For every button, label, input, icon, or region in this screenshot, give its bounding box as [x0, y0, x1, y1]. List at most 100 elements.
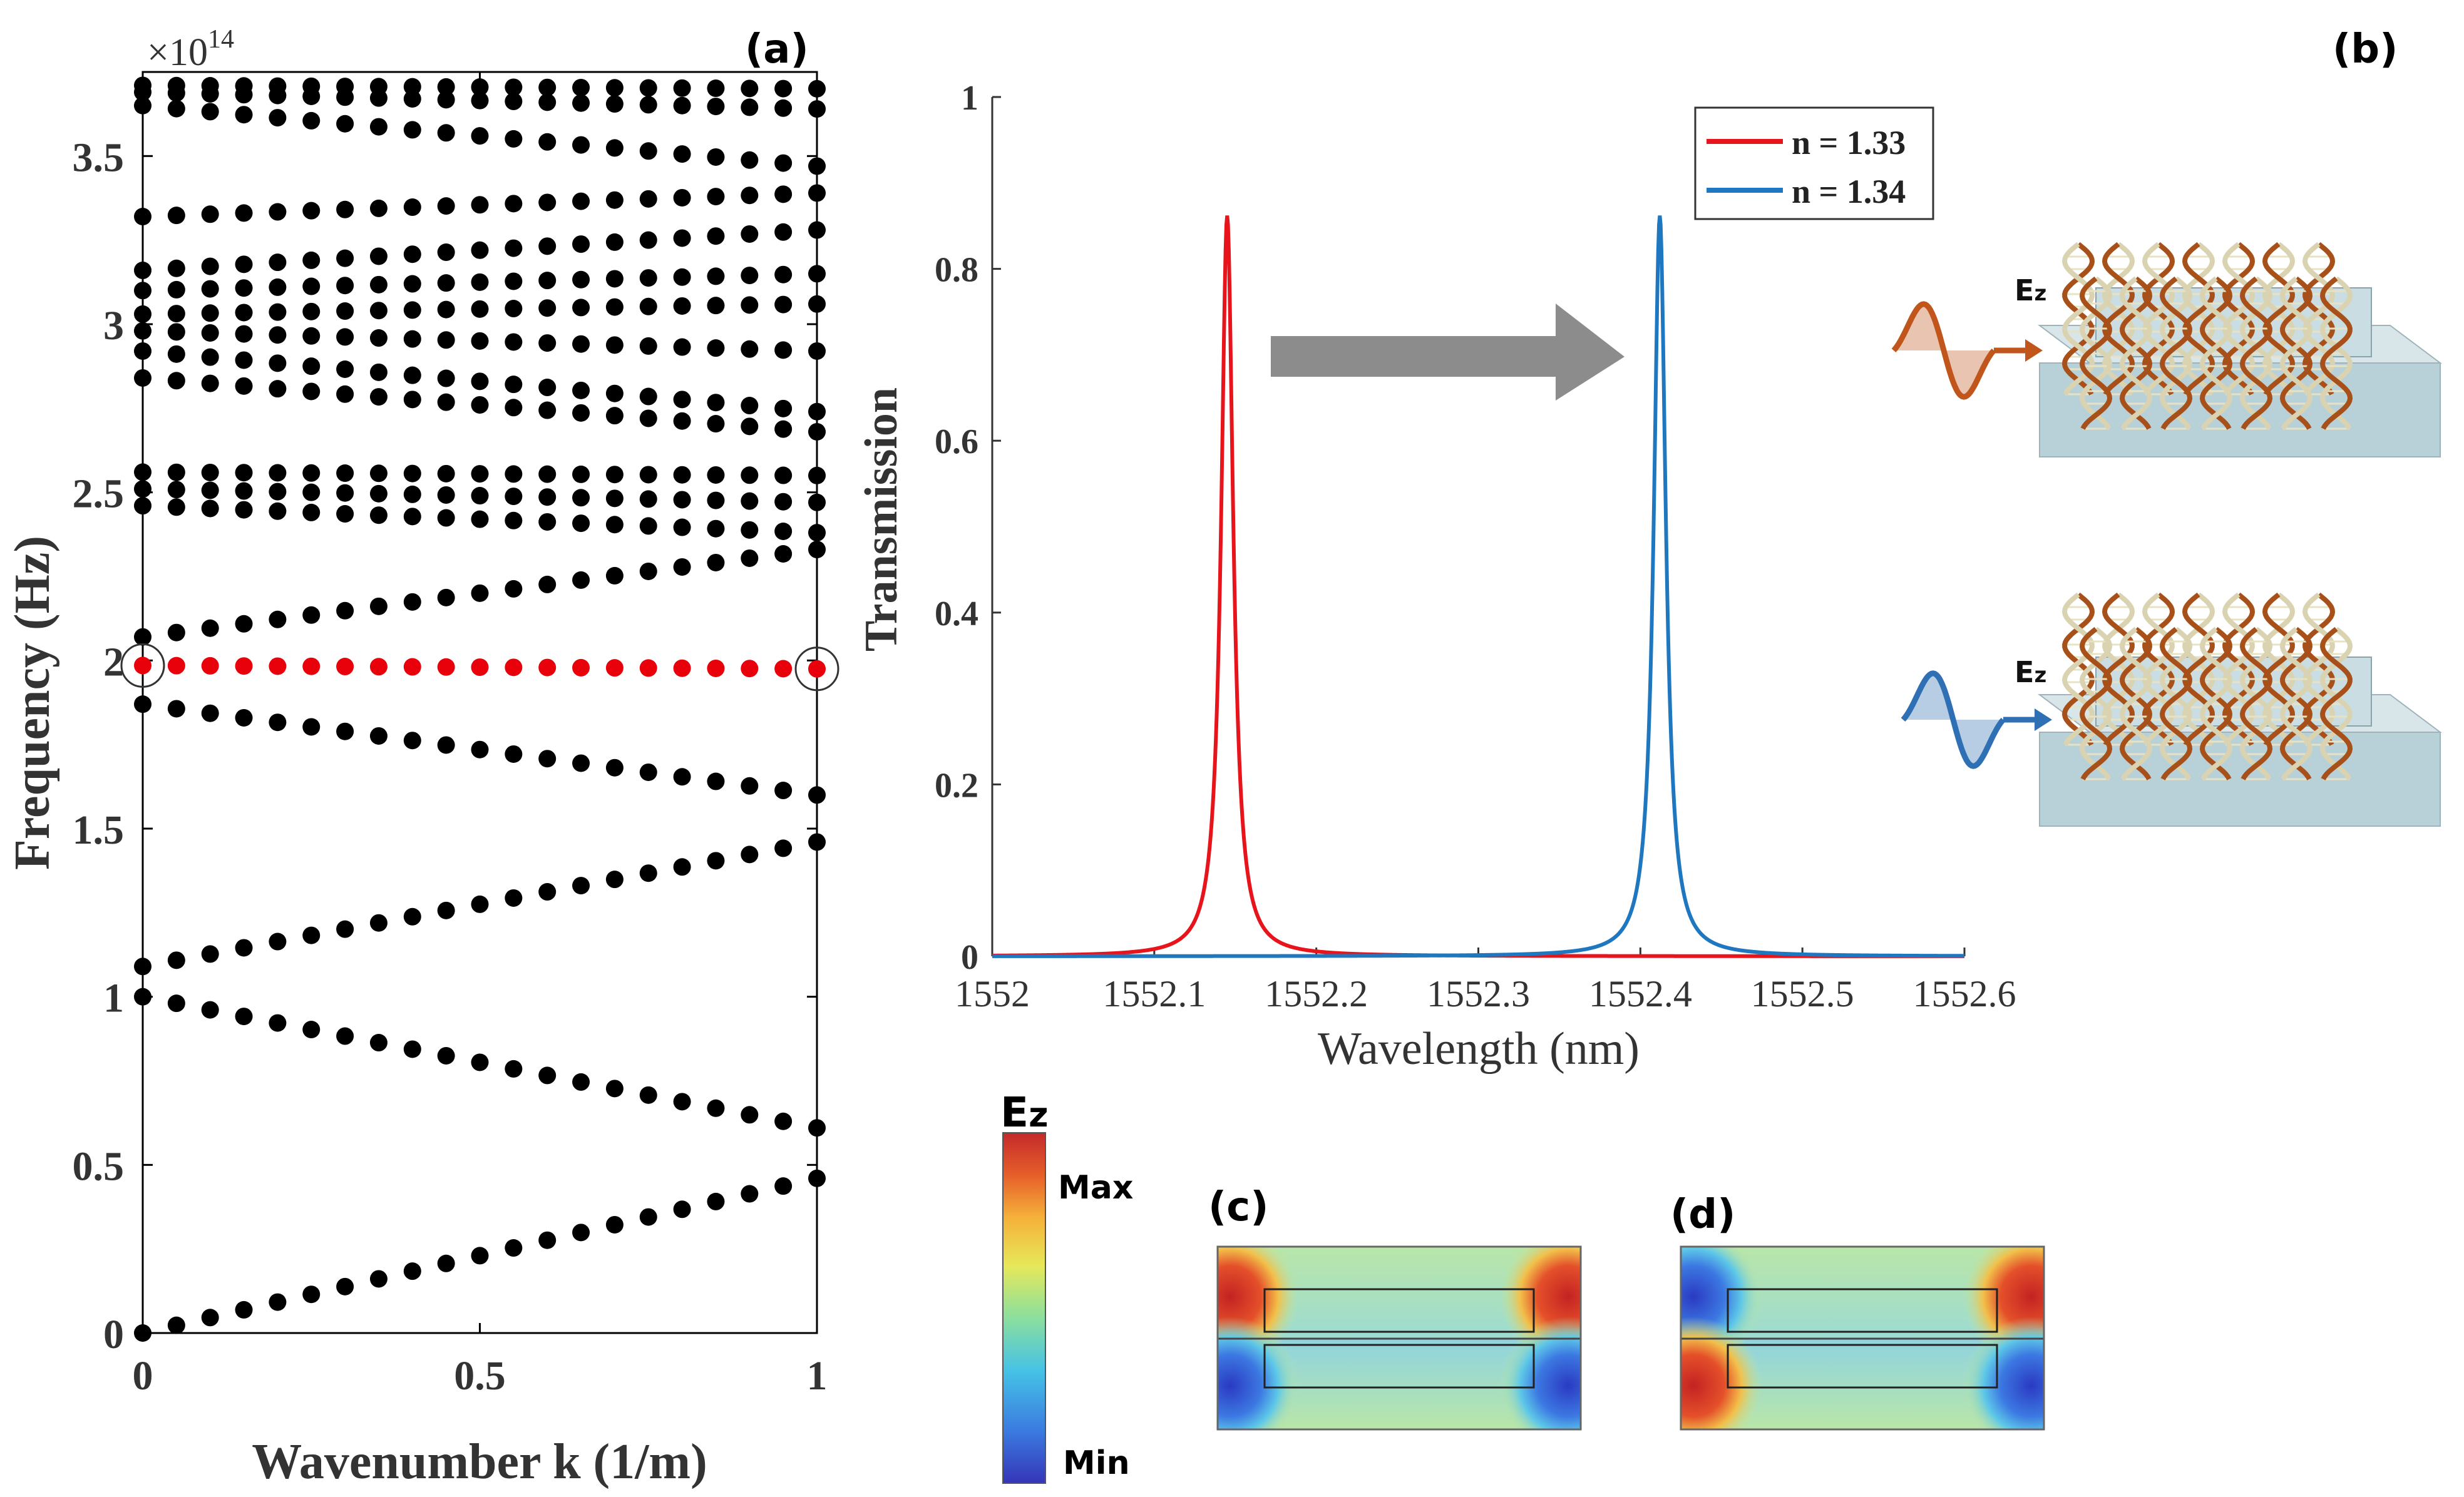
band-point	[167, 259, 185, 277]
band-point	[505, 465, 523, 483]
band-point	[538, 465, 557, 483]
band-point	[639, 79, 657, 97]
colorbar-min-label: Min	[1063, 1444, 1130, 1482]
band-point	[808, 833, 826, 851]
band-x-tick-label: 0.5	[454, 1353, 506, 1399]
band-point	[201, 481, 219, 499]
band-point	[673, 558, 691, 576]
band-point	[741, 296, 759, 314]
band-point	[707, 491, 725, 509]
band-point	[538, 237, 557, 255]
band-point	[403, 301, 421, 319]
band-point	[673, 338, 691, 356]
dna-strand	[2182, 592, 2215, 746]
band-point	[167, 207, 185, 225]
band-point	[673, 79, 691, 97]
band-point	[639, 1086, 657, 1104]
band-point	[707, 394, 725, 412]
band-point	[336, 464, 354, 483]
band-point	[369, 597, 388, 615]
dna-strand	[2119, 626, 2153, 780]
band-point	[471, 895, 489, 913]
band-point	[774, 522, 793, 540]
band-point	[741, 267, 759, 285]
band-point	[505, 239, 523, 257]
band-point	[269, 464, 287, 482]
band-point	[707, 1192, 725, 1210]
band-point	[437, 486, 455, 504]
band-point	[741, 417, 759, 436]
band-point	[673, 391, 691, 409]
band-point	[605, 1215, 624, 1234]
band-point	[302, 327, 321, 345]
band-point	[471, 1053, 489, 1071]
band-point	[538, 575, 557, 593]
band-point	[538, 299, 557, 317]
band-x-tick-label: 1	[807, 1353, 828, 1399]
band-point	[707, 519, 725, 538]
band-point	[471, 332, 489, 350]
band-point	[369, 302, 388, 320]
band-point	[167, 481, 185, 499]
band-point	[235, 1300, 253, 1319]
band-point	[269, 1014, 287, 1032]
band-point	[538, 379, 557, 397]
band-point	[369, 199, 388, 217]
band-point	[572, 489, 590, 507]
band-point	[639, 562, 657, 580]
transmission-x-tick-label: 1552.4	[1589, 973, 1692, 1014]
band-point	[505, 511, 523, 529]
band-point-highlight	[403, 658, 421, 676]
band-point	[639, 490, 657, 508]
band-y-tick-label: 1	[103, 976, 124, 1021]
band-point	[505, 399, 523, 417]
band-point	[369, 1270, 388, 1288]
band-point	[572, 571, 590, 589]
sensor-scene-top: Ez	[1891, 242, 2442, 457]
band-point	[471, 273, 489, 291]
dna-strand	[2302, 242, 2336, 396]
band-point	[505, 195, 523, 213]
dna-strand	[2279, 626, 2313, 780]
band-point	[336, 601, 354, 620]
dna-strand	[2262, 592, 2296, 746]
band-point	[235, 304, 253, 322]
band-point	[538, 78, 557, 96]
band-point	[437, 197, 455, 215]
band-point	[235, 939, 253, 957]
band-point	[505, 93, 523, 111]
band-point	[572, 335, 590, 353]
band-point	[201, 1001, 219, 1019]
legend-label-n134: n = 1.34	[1792, 173, 1906, 210]
band-point	[403, 593, 421, 611]
band-point-highlight	[471, 658, 489, 677]
transmission-curve-n134	[992, 215, 1964, 958]
dna-strand	[2159, 276, 2193, 430]
waveguide-outline-bottom	[1263, 1344, 1535, 1389]
band-point	[605, 871, 624, 889]
band-point	[134, 76, 151, 95]
band-point	[201, 1309, 219, 1327]
band-point	[369, 275, 388, 294]
band-point	[369, 727, 388, 745]
sensor-illustrations: Ez Ez	[1891, 242, 2442, 827]
band-point	[134, 342, 151, 360]
band-point	[167, 372, 185, 390]
wave-curve	[1901, 670, 2006, 769]
band-point	[471, 241, 489, 259]
band-point	[538, 750, 557, 768]
band-point	[572, 465, 590, 483]
panel-a-label: (a)	[745, 26, 809, 73]
band-point	[639, 337, 657, 355]
dna-strand	[2279, 276, 2313, 430]
band-point	[538, 1066, 557, 1085]
band-point	[134, 1324, 151, 1342]
band-point	[639, 517, 657, 535]
band-point	[505, 272, 523, 290]
band-y-tick-label: 2	[103, 639, 124, 685]
band-point	[605, 1080, 624, 1098]
dna-strand	[2102, 592, 2135, 746]
band-point	[167, 345, 185, 363]
band-point	[403, 907, 421, 926]
band-point	[774, 295, 793, 314]
